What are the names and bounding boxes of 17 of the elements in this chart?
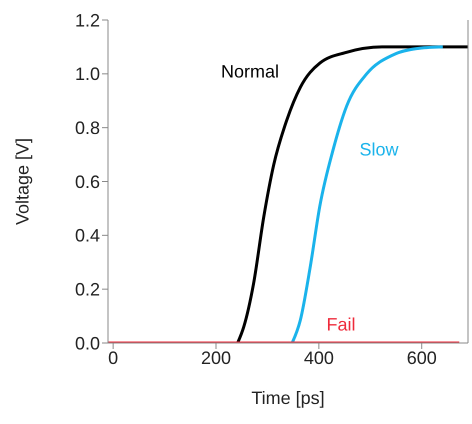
series-label: Slow	[359, 140, 399, 160]
y-tick-label: 1.2	[74, 10, 100, 30]
x-axis-title: Time [ps]	[251, 388, 325, 408]
y-tick-label: 0.2	[74, 280, 100, 300]
y-tick-label: 0.4	[74, 226, 100, 246]
series-label: Normal	[220, 62, 280, 82]
y-axis-title: Voltage [V]	[12, 138, 32, 226]
x-tick-label: 600	[406, 348, 437, 368]
y-tick-label: 0.0	[74, 333, 100, 354]
x-tick-label: 200	[200, 348, 232, 368]
y-tick-label: 1.0	[74, 64, 100, 84]
line-series	[290, 45, 444, 343]
y-tick-label: 0.8	[74, 118, 100, 138]
x-tick-label: 400	[304, 348, 334, 368]
x-tick-label: 0	[108, 348, 118, 368]
series-label: Fail	[326, 314, 356, 336]
y-tick-label: 0.6	[74, 172, 100, 192]
